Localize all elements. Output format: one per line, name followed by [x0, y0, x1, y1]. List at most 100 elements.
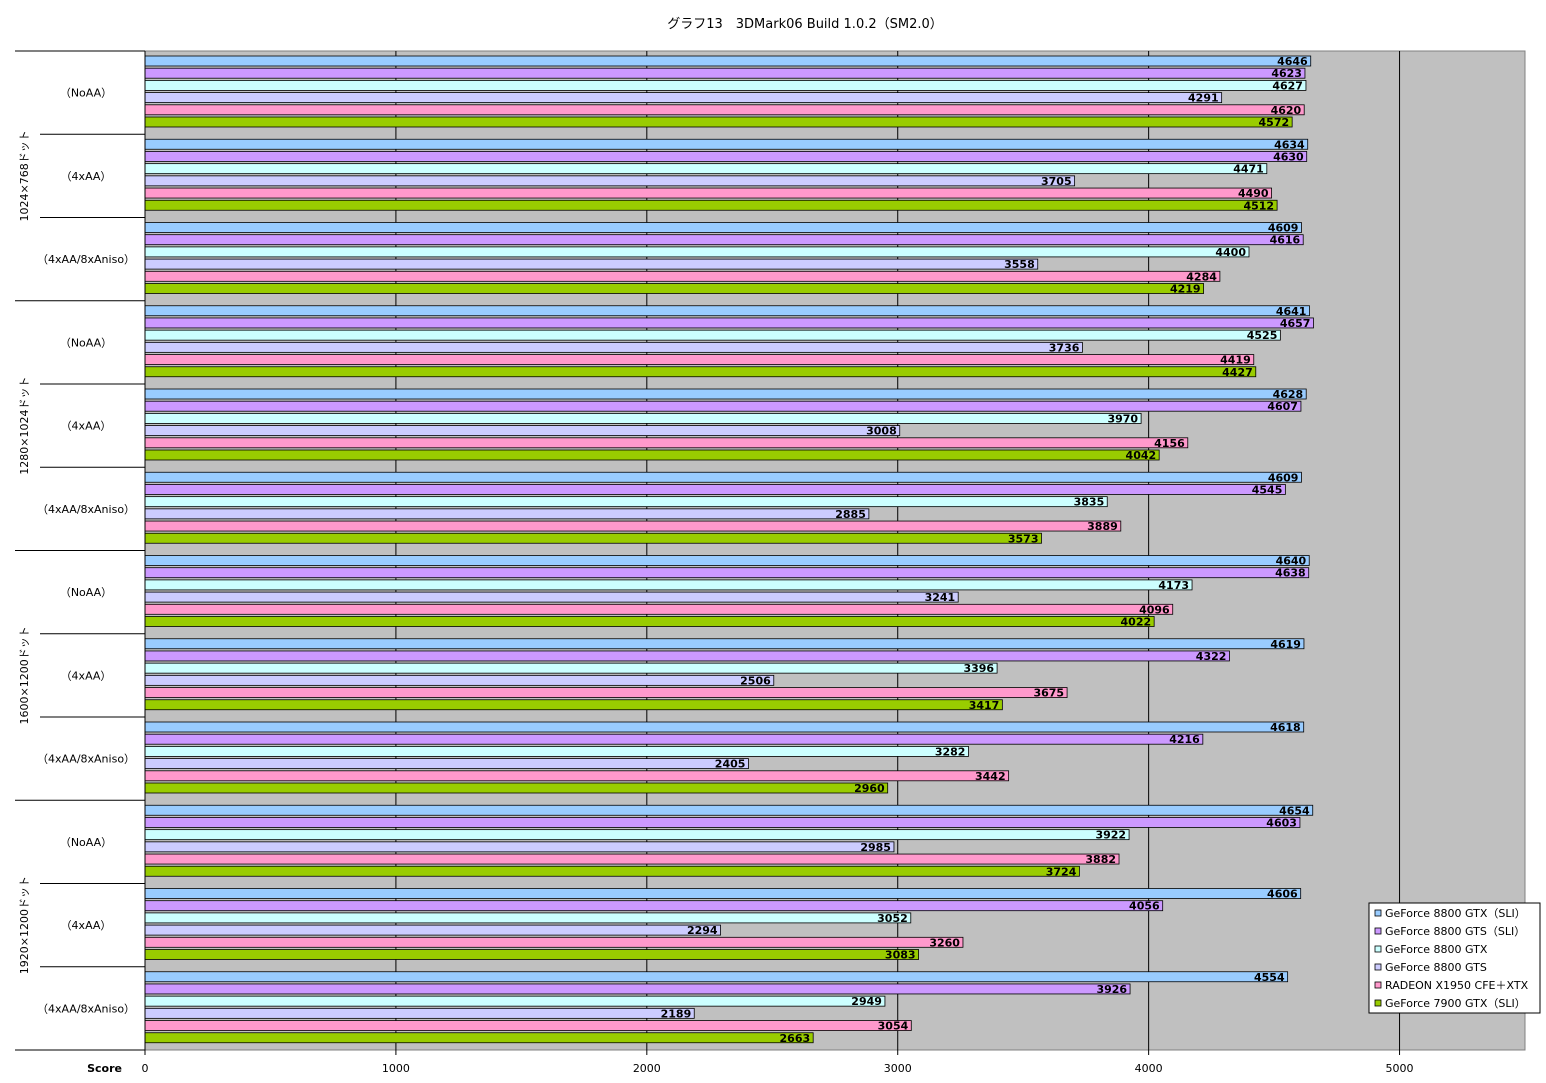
- data-label: 4096: [1139, 603, 1170, 616]
- data-label: 3396: [963, 662, 994, 675]
- x-tick-label: 3000: [884, 1062, 912, 1075]
- bar: [144, 1007, 695, 1019]
- category-label: （NoAA）: [60, 586, 112, 599]
- bar: [144, 388, 1307, 400]
- legend-entry: GeForce 8800 GTX: [1385, 943, 1488, 956]
- data-label: 3052: [877, 912, 908, 925]
- bar: [144, 995, 886, 1007]
- data-label: 4490: [1238, 187, 1269, 200]
- legend-box: [1368, 902, 1541, 1014]
- bar: [144, 175, 1076, 187]
- bar: [144, 317, 1314, 329]
- bar: [144, 437, 1189, 449]
- data-label: 2663: [780, 1032, 811, 1045]
- bar: [144, 283, 1204, 294]
- x-tick-label: 0: [142, 1062, 149, 1075]
- data-label: 4603: [1266, 816, 1297, 829]
- data-label: 4616: [1270, 234, 1301, 247]
- bar: [144, 471, 1302, 483]
- data-label: 4156: [1154, 437, 1185, 450]
- bar: [144, 1020, 912, 1031]
- data-label: 3558: [1004, 258, 1035, 271]
- data-label: 2949: [851, 995, 882, 1008]
- bar: [144, 591, 959, 603]
- data-label: 3882: [1085, 853, 1116, 866]
- bar: [144, 1032, 814, 1044]
- data-label: 3926: [1096, 983, 1127, 996]
- data-label: 4628: [1273, 388, 1304, 401]
- category-label: （4xAA）: [61, 669, 112, 682]
- category-label: （4xAA）: [61, 170, 112, 183]
- data-label: 4284: [1186, 270, 1217, 283]
- data-label: 3889: [1087, 520, 1118, 533]
- bar: [144, 508, 870, 520]
- bar: [144, 555, 1310, 566]
- x-tick-label: 5000: [1386, 1062, 1414, 1075]
- data-label: 4638: [1275, 567, 1306, 580]
- data-label: 2985: [860, 841, 891, 854]
- bar: [144, 92, 1223, 103]
- category-label: （NoAA）: [60, 836, 112, 849]
- data-label: 3417: [969, 699, 1000, 712]
- group-label: 1280×1024ドット: [18, 377, 31, 475]
- bar: [144, 687, 1068, 698]
- bar: [144, 484, 1286, 495]
- data-label: 3282: [935, 745, 966, 758]
- bar: [144, 782, 889, 794]
- bar: [144, 222, 1302, 233]
- data-label: 4609: [1268, 471, 1299, 484]
- data-label: 4657: [1280, 317, 1311, 330]
- data-label: 4619: [1270, 638, 1301, 651]
- bar: [144, 400, 1302, 412]
- bar: [144, 924, 721, 936]
- bar: [144, 662, 998, 674]
- data-label: 3705: [1041, 175, 1072, 188]
- x-tick-label: 4000: [1135, 1062, 1163, 1075]
- legend-swatch: [1374, 945, 1382, 953]
- data-label: 4216: [1169, 733, 1200, 746]
- bar: [144, 496, 1108, 508]
- data-label: 4322: [1196, 650, 1227, 663]
- bar: [144, 865, 1080, 877]
- legend-entry: GeForce 7900 GTX（SLI）: [1385, 997, 1526, 1010]
- bar: [144, 567, 1310, 579]
- category-label: （4xAA/8xAniso）: [37, 253, 135, 266]
- data-label: 3008: [866, 425, 897, 438]
- data-label: 4554: [1254, 971, 1285, 984]
- category-label: （NoAA）: [60, 336, 112, 349]
- data-label: 4291: [1188, 92, 1219, 105]
- bar: [144, 80, 1307, 91]
- category-label: （4xAA）: [61, 919, 112, 932]
- bar: [144, 804, 1314, 816]
- data-label: 4022: [1121, 616, 1152, 629]
- chart-title: グラフ13 3DMark06 Build 1.0.2（SM2.0）: [667, 17, 943, 32]
- x-axis-label: Score: [87, 1062, 122, 1075]
- data-label: 3442: [975, 770, 1006, 783]
- bar: [144, 616, 1155, 627]
- bar: [144, 329, 1281, 341]
- data-label: 4640: [1276, 555, 1307, 568]
- legend: GeForce 8800 GTX（SLI） GeForce 8800 GTS（SL…: [1368, 902, 1541, 1014]
- legend-swatch: [1374, 963, 1382, 971]
- legend-swatch: [1374, 909, 1382, 917]
- legend-entry: GeForce 8800 GTS: [1385, 961, 1487, 974]
- category-label: （4xAA/8xAniso）: [37, 1002, 135, 1015]
- bar: [144, 270, 1221, 282]
- data-label: 4056: [1129, 900, 1160, 913]
- data-label: 4219: [1170, 283, 1201, 296]
- data-label: 4646: [1277, 55, 1308, 68]
- data-label: 2506: [740, 674, 771, 687]
- data-label: 3736: [1049, 341, 1080, 354]
- bar: [144, 758, 749, 769]
- bar: [144, 900, 1164, 912]
- bar: [144, 55, 1312, 67]
- gridlines: [395, 51, 1401, 1050]
- data-label: 4620: [1271, 104, 1302, 117]
- data-label: 3573: [1008, 532, 1039, 545]
- bar: [144, 199, 1278, 211]
- legend-entry: GeForce 8800 GTS（SLI）: [1385, 925, 1525, 938]
- data-label: 4525: [1247, 329, 1278, 342]
- data-label: 4623: [1271, 67, 1302, 80]
